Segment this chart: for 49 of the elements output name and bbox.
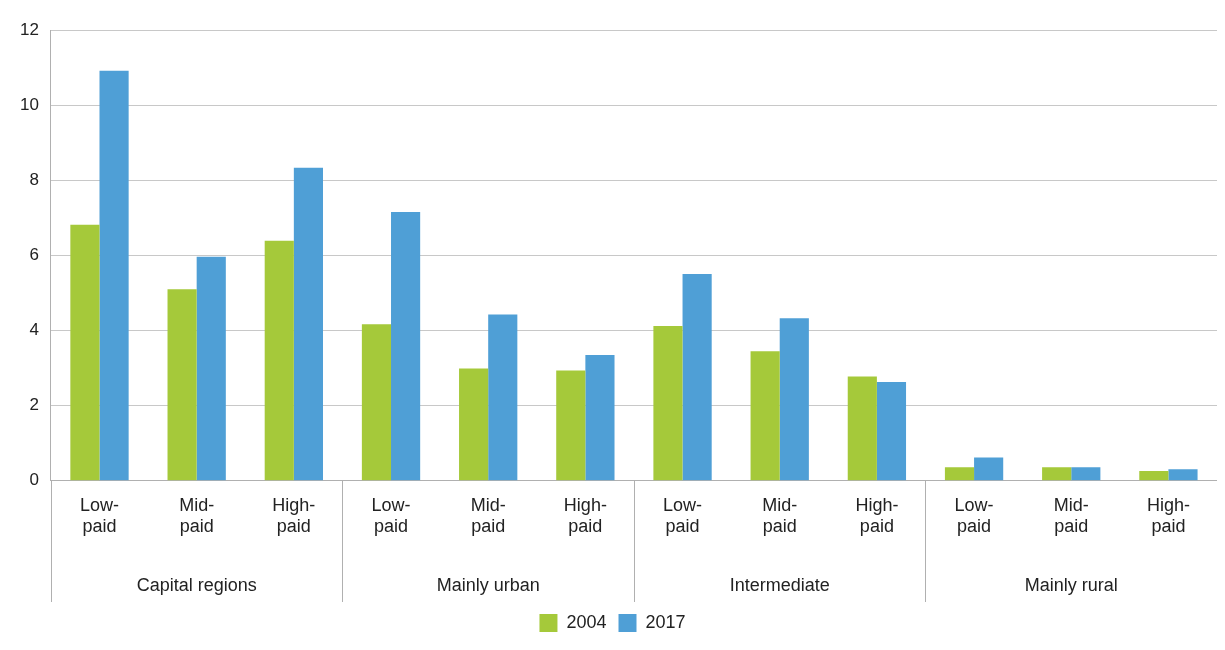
bar <box>779 318 809 481</box>
text: Intermediate <box>729 574 830 595</box>
bar <box>1042 467 1072 481</box>
bar <box>750 351 780 481</box>
bar <box>653 326 683 481</box>
y-tick-label: 12 <box>19 19 39 39</box>
y-tick-label: 10 <box>19 94 39 114</box>
x-tick-label: High-paid <box>272 494 316 537</box>
bar <box>361 324 392 481</box>
x-tick-label: High-paid <box>855 494 899 537</box>
legend-label: 2004 <box>566 611 607 632</box>
x-tick-label: High-paid <box>563 494 607 537</box>
bar <box>682 273 712 481</box>
x-tick-label: Mid-paid <box>1053 494 1089 537</box>
y-tick-label: 2 <box>29 395 39 415</box>
x-tick-label: Mid-paid <box>470 494 506 537</box>
bar <box>1071 467 1101 481</box>
bar <box>293 167 323 481</box>
x-tick-label: High-paid <box>1146 494 1190 537</box>
x-tick-label: Low-paid <box>663 494 703 537</box>
x-tick-label: Low-paid <box>954 494 994 537</box>
x-tick-label: Mid-paid <box>179 494 215 537</box>
bar <box>264 240 294 481</box>
bar <box>944 467 975 481</box>
x-tick-label: Low-paid <box>371 494 411 537</box>
x-tick-label: Low-paid <box>79 494 120 537</box>
y-tick-label: 4 <box>29 320 39 340</box>
bar <box>70 224 100 481</box>
legend-label: 2017 <box>645 611 686 632</box>
text: Capital regions <box>136 574 257 595</box>
bar <box>488 314 518 481</box>
bar <box>167 289 197 481</box>
text: Mainly rural <box>1024 574 1118 595</box>
x-tick-label: Mid-paid <box>762 494 798 537</box>
bar <box>585 355 615 481</box>
bar <box>556 370 586 481</box>
bar <box>876 382 907 481</box>
y-tick-label: 8 <box>29 170 39 190</box>
text: Mainly urban <box>436 574 540 595</box>
bar <box>99 70 129 481</box>
bar <box>1139 471 1169 481</box>
bar <box>459 368 489 481</box>
bar <box>974 457 1004 481</box>
bar <box>1168 469 1198 481</box>
bar <box>196 256 226 481</box>
y-tick-label: 0 <box>29 470 39 490</box>
y-tick-label: 6 <box>29 245 39 265</box>
bar <box>847 376 877 481</box>
bar <box>391 211 421 481</box>
